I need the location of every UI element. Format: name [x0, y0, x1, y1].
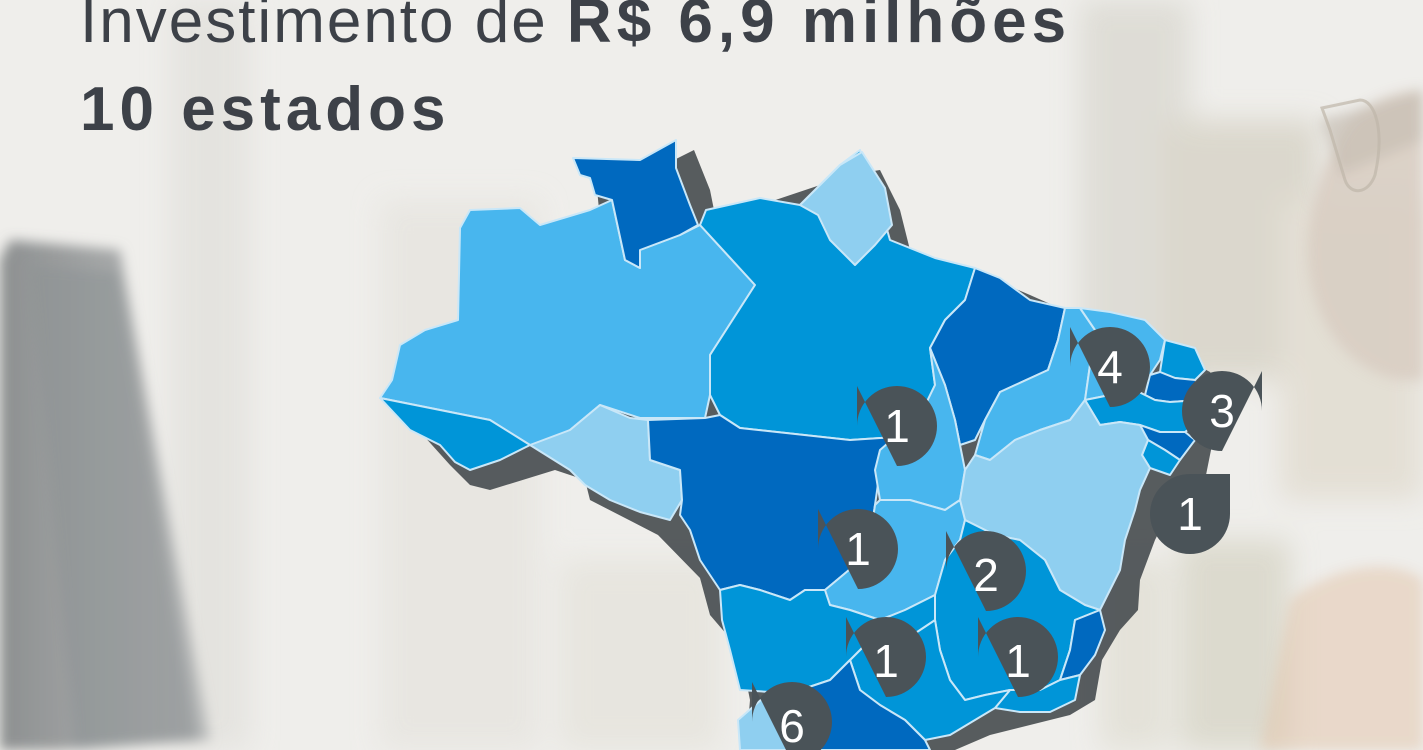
marker-to[interactable]: 1 [857, 386, 937, 466]
state-ac [379, 397, 531, 471]
marker-count: 2 [973, 549, 999, 601]
headline-amount: R$ 6,9 milhões [566, 0, 1072, 56]
marker-count: 1 [1005, 635, 1031, 687]
marker-go[interactable]: 1 [818, 509, 898, 589]
state-rr [572, 139, 699, 269]
page-title: Investimento de R$ 6,9 milhões 10 estado… [80, 0, 1071, 154]
state-rj [994, 674, 1081, 713]
marker-count: 1 [884, 400, 910, 452]
marker-pr[interactable]: 6 [752, 682, 832, 750]
marker-sp[interactable]: 1 [846, 617, 926, 697]
headline-prefix: Investimento de [80, 0, 567, 56]
headline-states: 10 estados [80, 75, 451, 144]
state-ap [799, 151, 893, 266]
marker-rn[interactable]: 3 [1182, 371, 1262, 451]
marker-count: 1 [845, 523, 871, 575]
marker-count: 6 [779, 700, 805, 750]
marker-count: 3 [1209, 385, 1235, 437]
states [379, 139, 1206, 750]
markers: 4 3 1 1 1 2 1 [752, 327, 1262, 750]
marker-count: 4 [1097, 341, 1123, 393]
marker-se[interactable]: 1 [1150, 474, 1230, 554]
marker-rj[interactable]: 1 [978, 617, 1058, 697]
marker-mg[interactable]: 2 [946, 531, 1026, 611]
state-ma [929, 267, 1066, 446]
marker-count: 1 [873, 635, 899, 687]
marker-count: 1 [1177, 488, 1203, 540]
state-es [1059, 609, 1106, 681]
marker-ce[interactable]: 4 [1070, 327, 1150, 407]
